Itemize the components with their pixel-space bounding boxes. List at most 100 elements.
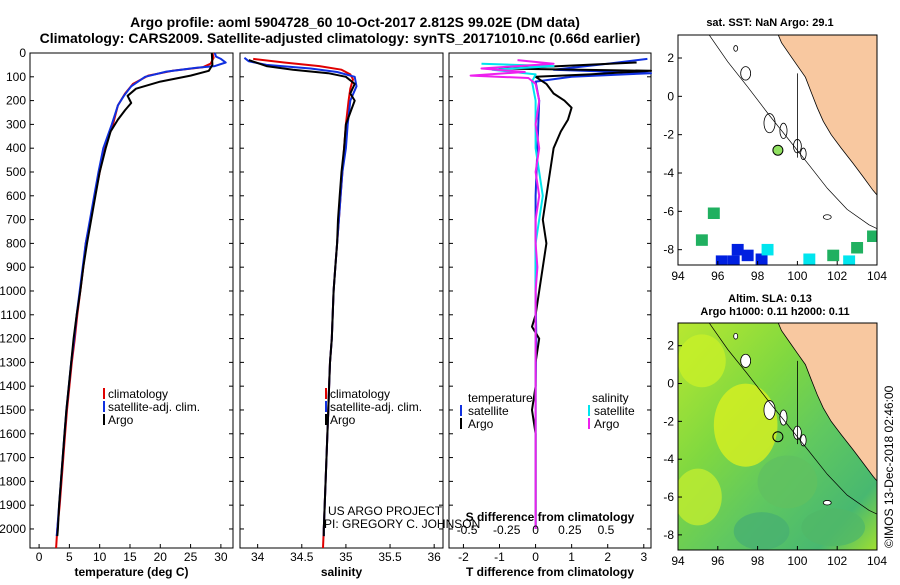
sla-map-ytick-label--2: -2: [663, 414, 674, 428]
sla-map-ytick-label--4: -4: [663, 452, 674, 466]
sla-map-ytick-label--8: -8: [663, 528, 674, 542]
temperature-xtick-label-10: 10: [93, 550, 107, 564]
sla-map-title-line2: Argo h1000: 0.11 h2000: 0.11: [700, 306, 849, 318]
salinity-xtick-label-36: 36: [427, 550, 441, 564]
difference-top-xtick-3: 0.25: [558, 523, 582, 537]
imos-credit: ©IMOS 13-Dec-2018 02:46:00: [882, 385, 896, 548]
sst-map-ytick-label--8: -8: [663, 243, 674, 257]
difference-legend-s-cyan: satellite: [594, 404, 635, 418]
temperature-legend-satellite: satellite-adj. clim.: [108, 400, 200, 414]
sst-map-cell-11: [867, 230, 877, 242]
profile-plots: 0100200300400500600700800900100011001200…: [0, 46, 652, 579]
sla-map-frame: [677, 322, 878, 551]
sla-map-content: [678, 323, 877, 550]
sst-map-cell-3: [741, 249, 754, 262]
temperature-series-argo: [56, 52, 214, 537]
depth-tick-label-1200: 1200: [0, 332, 26, 346]
difference-xtick-label-3: 3: [640, 550, 647, 564]
depth-tick-label-1800: 1800: [0, 474, 26, 488]
depth-tick-label-2000: 2000: [0, 522, 26, 536]
sst-map-frame: [677, 34, 878, 266]
salinity-legend-climatology: climatology: [330, 387, 390, 401]
difference-series-argo: [498, 61, 652, 529]
sla-map-title-line1: Altim. SLA: 0.13: [728, 293, 812, 305]
sst-map-ytick-label--2: -2: [663, 128, 674, 142]
sst-map-island-6: [822, 214, 832, 220]
sst-map-island-4: [740, 66, 752, 81]
sst-map-cell-1: [695, 234, 708, 246]
difference-xtick-label--1: -1: [494, 550, 505, 564]
difference-legend-t-argo: Argo: [468, 417, 494, 431]
sst-map-xtick-label-104: 104: [867, 269, 887, 283]
temperature-xtick-label-30: 30: [214, 550, 228, 564]
depth-tick-label-1100: 1100: [0, 308, 26, 322]
sst-map-xtick-label-98: 98: [751, 269, 765, 283]
figure-title-line2: Climatology: CARS2009. Satellite-adjuste…: [40, 30, 641, 46]
difference-top-xtick-2: 0: [532, 523, 539, 537]
difference-legend-temperature-title: temperature: [468, 391, 533, 405]
sst-map-title: sat. SST: NaN Argo: 29.1: [706, 17, 833, 29]
temperature-xtick-label-5: 5: [66, 550, 73, 564]
sst-map-depth-contour: [708, 35, 877, 229]
depth-tick-label-0: 0: [19, 46, 26, 60]
sla-map-argo-marker: [772, 431, 784, 443]
sst-map-ytick-label-0: 0: [667, 89, 674, 103]
sst-map-island-5: [733, 45, 739, 52]
difference-xtick-label-1: 1: [568, 550, 575, 564]
sst-map-cell-5: [755, 253, 768, 265]
temperature-legend-argo: Argo: [108, 413, 134, 427]
difference-xtick-label--2: -2: [458, 550, 469, 564]
temperature-xlabel: temperature (deg C): [74, 565, 188, 579]
sla-map-xtick-label-94: 94: [671, 554, 685, 568]
difference-series-magenta: [469, 59, 555, 529]
depth-tick-label-1500: 1500: [0, 403, 26, 417]
sla-map-depth-contour: [708, 323, 877, 515]
sst-map-cell-0: [707, 207, 720, 219]
temperature-frame: [29, 52, 234, 549]
difference-legend-t-satellite: satellite: [468, 404, 509, 418]
sst-map-cell-6: [715, 255, 728, 265]
sst-map-ytick-label-2: 2: [667, 51, 674, 65]
project-credit: US ARGO PROJECT: [328, 504, 443, 518]
plot-salinity: 34 34.5 35 35.5 36 salinity climatologysatelli…: [239, 52, 444, 579]
sst-map-xtick-label-100: 100: [787, 269, 807, 283]
map-panels: 94 96 98 100 102 104 2 0 -2 -4 -6 -8 sat. SST: NaN A…: [663, 17, 887, 568]
sla-map-anomaly-0: [678, 334, 726, 388]
plot-difference: -2 -1 0 1 2 3 T difference from climatology S d…: [448, 52, 652, 579]
depth-tick-label-600: 600: [6, 189, 26, 203]
sla-map-anomaly-1: [713, 383, 778, 467]
sla-map-ytick-label-0: 0: [667, 377, 674, 391]
sst-map-cell-10: [851, 242, 864, 254]
depth-tick-label-1600: 1600: [0, 427, 26, 441]
depth-tick-label-800: 800: [6, 236, 26, 250]
difference-top-xtick-0: -0.5: [457, 523, 478, 537]
sst-map-cell-7: [761, 243, 774, 256]
sst-map-argo-marker: [772, 144, 784, 156]
salinity-xtick-label-34: 34: [251, 550, 265, 564]
sla-map-island-4: [740, 353, 752, 368]
depth-tick-label-1000: 1000: [0, 284, 26, 298]
sla-map-xtick-label-98: 98: [751, 554, 765, 568]
difference-frame: [448, 52, 652, 549]
difference-xtick-label-0: 0: [532, 550, 539, 564]
salinity-xtick-label-35: 35: [339, 550, 353, 564]
sla-map-anomaly-4: [801, 508, 866, 547]
difference-xlabel: T difference from climatology: [466, 565, 634, 579]
temperature-xtick-label-20: 20: [154, 550, 168, 564]
salinity-xtick-label-34.5: 34.5: [290, 550, 314, 564]
depth-tick-label-1700: 1700: [0, 451, 26, 465]
salinity-legend-argo: Argo: [330, 413, 356, 427]
sla-map-xtick-label-102: 102: [827, 554, 847, 568]
sla-map-ytick-label-2: 2: [667, 339, 674, 353]
sst-map-island-3: [800, 147, 807, 160]
sla-map-island-6: [822, 500, 832, 506]
depth-tick-label-500: 500: [6, 165, 26, 179]
sst-map-xtick-label-102: 102: [827, 269, 847, 283]
difference-xtick-label-2: 2: [604, 550, 611, 564]
sla-map-xtick-label-96: 96: [711, 554, 725, 568]
figure-title-line1: Argo profile: aoml 5904728_60 10-Oct-201…: [130, 14, 580, 30]
sla-map-island-5: [733, 333, 739, 340]
depth-tick-label-300: 300: [6, 117, 26, 131]
